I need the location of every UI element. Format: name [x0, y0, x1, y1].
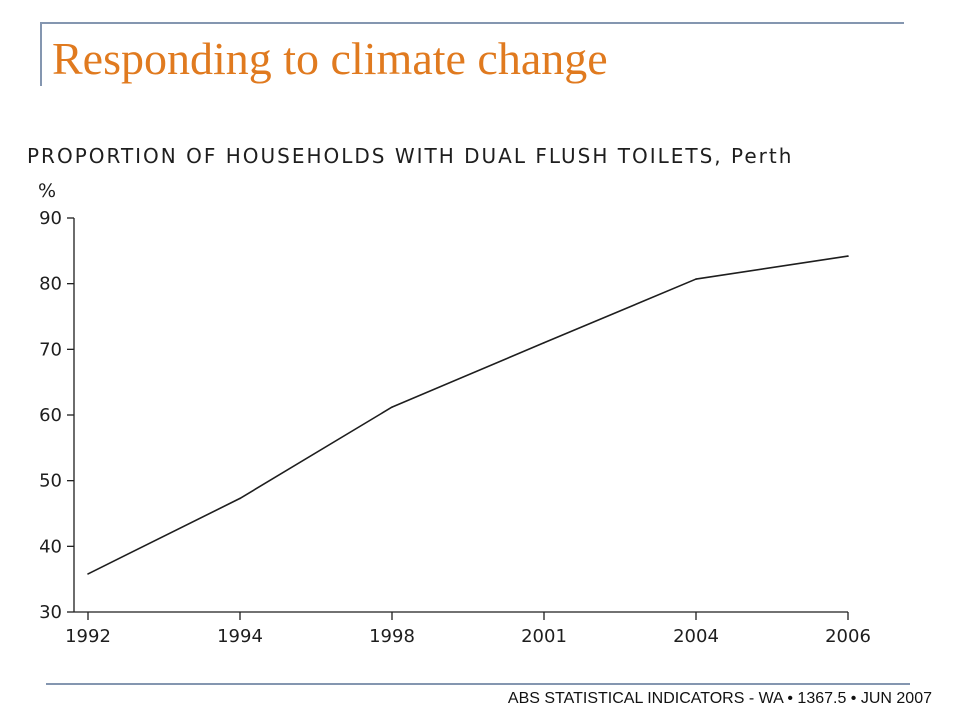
footer-rule	[46, 683, 910, 685]
data-point	[847, 255, 849, 257]
y-axis-unit-label: %	[38, 180, 57, 202]
y-tick-label: 40	[39, 536, 62, 557]
footer-citation: ABS STATISTICAL INDICATORS - WA • 1367.5…	[507, 690, 932, 707]
y-tick-label: 90	[39, 208, 62, 229]
y-tick-label: 30	[39, 602, 62, 623]
slide-frame-left-rule	[40, 22, 42, 86]
data-point	[239, 497, 241, 500]
x-tick-label: 2006	[825, 626, 871, 647]
series-line	[87, 255, 849, 575]
y-tick-label: 60	[39, 405, 62, 426]
x-tick-label: 1994	[217, 626, 263, 647]
y-tick-label: 80	[39, 274, 62, 295]
x-tick-label: 1998	[369, 626, 415, 647]
slide-title: Responding to climate change	[52, 33, 608, 84]
y-tick-label: 50	[39, 471, 62, 492]
chart-title: PROPORTION OF HOUSEHOLDS WITH DUAL FLUSH…	[27, 144, 794, 168]
x-tick-label: 1992	[65, 626, 111, 647]
y-tick-label: 70	[39, 339, 62, 360]
data-point	[87, 573, 89, 575]
x-tick-label: 2001	[521, 626, 567, 647]
data-point	[695, 278, 697, 280]
data-point	[391, 406, 393, 408]
data-point	[543, 341, 545, 344]
slide-frame-top-rule	[40, 22, 904, 24]
x-tick-label: 2004	[673, 626, 719, 647]
